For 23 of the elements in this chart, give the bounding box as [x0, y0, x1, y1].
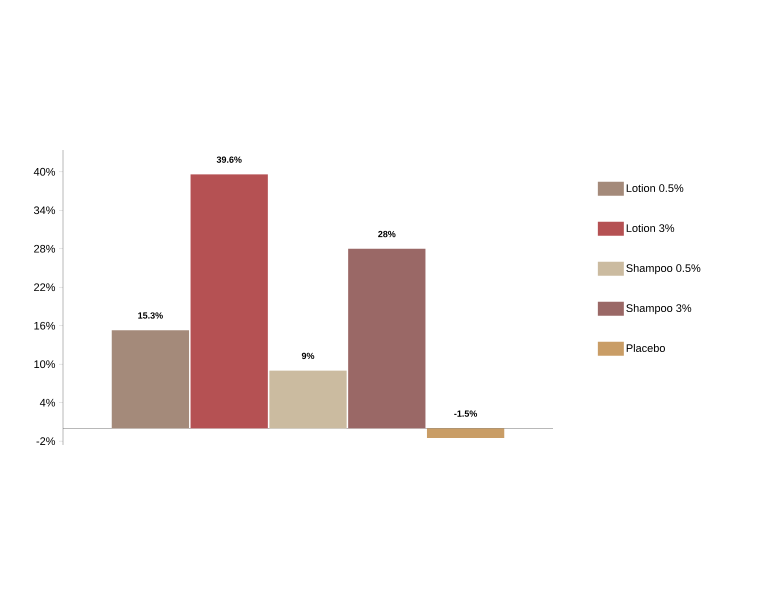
- y-tick-label: 16%: [34, 322, 56, 330]
- legend-label: Placebo: [626, 344, 665, 352]
- bar: [112, 330, 190, 428]
- legend-label: Shampoo 0.5%: [626, 264, 700, 274]
- legend-label: Lotion 3%: [626, 224, 674, 232]
- y-tick-label: 34%: [34, 206, 56, 214]
- data-label: 15.3%: [138, 312, 163, 319]
- y-tick-label: 28%: [34, 244, 56, 253]
- y-tick-label: 22%: [34, 283, 56, 292]
- data-label: -1.5%: [454, 410, 478, 417]
- y-tick-label: 4%: [40, 398, 56, 407]
- legend-label: Lotion 0.5%: [626, 184, 684, 192]
- bar: [269, 370, 347, 428]
- bar: [426, 428, 504, 438]
- y-tick-label: 40%: [34, 168, 56, 176]
- bar: [348, 248, 426, 428]
- legend-label: Shampoo 3%: [626, 304, 692, 314]
- y-tick-label: -2%: [36, 437, 56, 446]
- data-label: 39.6%: [216, 156, 242, 163]
- y-tick-label: 10%: [34, 360, 56, 368]
- data-label: 28%: [378, 230, 396, 238]
- data-label: 9%: [302, 352, 314, 360]
- bar: [190, 174, 268, 428]
